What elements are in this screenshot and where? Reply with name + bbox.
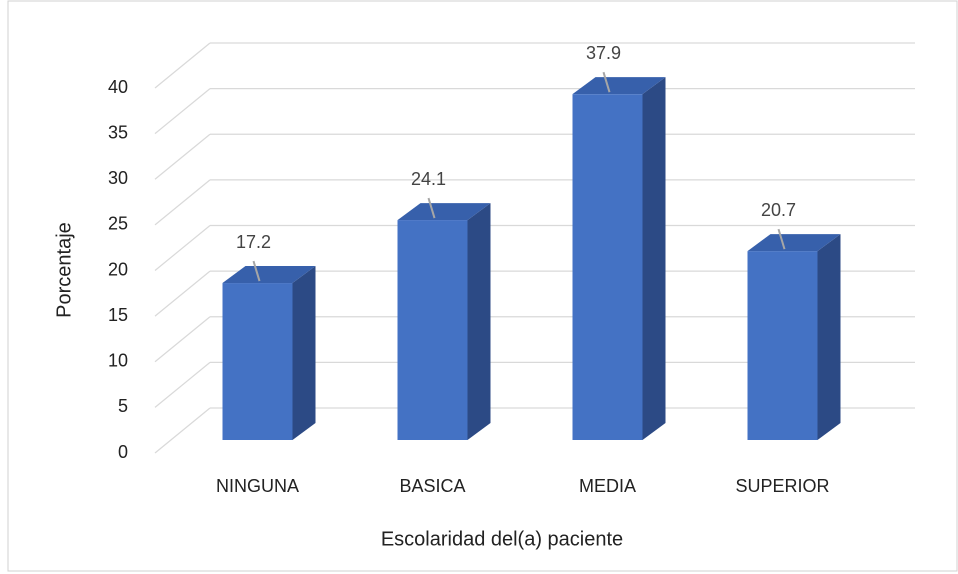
bar: [222, 283, 293, 440]
grid-diagonal: [154, 361, 211, 408]
y-tick-label: 35: [108, 122, 128, 142]
bar: [572, 94, 643, 440]
bar-top: [397, 203, 491, 221]
bar: [747, 251, 818, 440]
chart-frame: [7, 0, 958, 572]
grid-diagonal: [154, 179, 211, 226]
y-tick-label: 20: [108, 259, 128, 279]
leader-line: [777, 228, 786, 250]
y-tick-label: 30: [108, 168, 128, 188]
y-tick-label: 5: [118, 396, 128, 416]
x-axis-title: Escolaridad del(a) paciente: [381, 528, 623, 550]
grid-diagonal: [154, 133, 211, 180]
leader-line: [602, 71, 611, 93]
grid-diagonal: [154, 270, 211, 317]
x-tick-label: NINGUNA: [216, 476, 299, 496]
y-tick-label: 0: [118, 442, 128, 462]
bar-top: [222, 266, 316, 284]
bar-top: [747, 234, 841, 252]
grid-diagonal: [154, 42, 211, 89]
bar: [397, 220, 468, 440]
grid-diagonal: [154, 225, 211, 271]
y-tick-label: 15: [108, 305, 128, 325]
x-tick-label: MEDIA: [579, 476, 636, 496]
bar-side: [467, 203, 491, 440]
bar-side: [642, 77, 666, 440]
value-label: 17.2: [236, 232, 271, 252]
x-tick-label: BASICA: [399, 476, 465, 496]
grid-diagonal: [154, 316, 211, 363]
bar-top: [572, 77, 666, 95]
grid-diagonal: [154, 88, 211, 135]
value-label: 20.7: [761, 200, 796, 220]
y-tick-label: 40: [108, 77, 128, 97]
y-tick-label: 25: [108, 214, 128, 234]
bar-side: [292, 266, 316, 440]
value-label: 37.9: [586, 43, 621, 63]
x-tick-label: SUPERIOR: [735, 476, 829, 496]
bar-side: [817, 234, 841, 440]
leader-line: [427, 197, 436, 219]
y-axis-title: Porcentaje: [53, 222, 75, 318]
value-label: 24.1: [411, 169, 446, 189]
y-tick-label: 10: [108, 351, 128, 371]
grid-diagonal: [154, 407, 211, 454]
leader-line: [252, 260, 261, 282]
